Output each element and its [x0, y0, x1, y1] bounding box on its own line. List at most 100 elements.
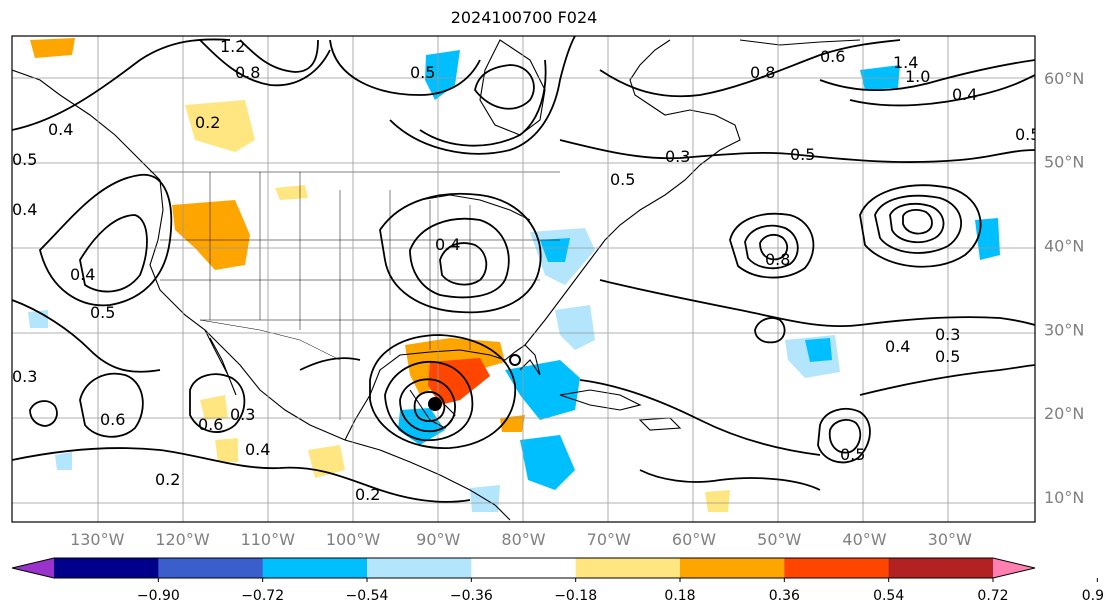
contour-label: 0.4 [435, 235, 460, 254]
contour-label: 0.5 [1015, 125, 1040, 144]
contour-closed [79, 214, 148, 293]
contour-label: 0.3 [665, 147, 690, 166]
longitude-tick-label: 80°W [501, 530, 545, 549]
longitude-tick-label: 100°W [326, 530, 381, 549]
baja-coastline [204, 329, 237, 396]
colorbar-tick-label: −0.54 [346, 588, 389, 604]
contour-line [299, 357, 361, 371]
contour-closed [474, 64, 535, 110]
contour-line [859, 364, 1035, 396]
contour-label: 1.2 [220, 37, 245, 56]
secondary-center-marker [509, 354, 521, 366]
contour-closed [369, 334, 516, 449]
latitude-tick-label: 50°N [1044, 153, 1084, 172]
contour-closed [759, 233, 789, 261]
warm-anomaly-patch [172, 200, 250, 270]
colorbar-tick-label: −0.72 [241, 588, 284, 604]
contour-line [639, 469, 821, 491]
colorbar-tick-label: 0.90 [1082, 588, 1105, 604]
contour-line [12, 38, 231, 131]
contour-closed [817, 408, 871, 464]
contour-closed [409, 217, 510, 299]
colorbar-segment [784, 558, 890, 578]
contour-label: 0.4 [245, 440, 270, 459]
contour-label: 0.2 [195, 113, 220, 132]
colorbar: −0.90 −0.72 −0.54 −0.36 −0.18 0.18 0.36 0.54 0.7… [11, 557, 1105, 604]
contour-label: 0.6 [100, 410, 125, 429]
cool-anomaly-patch [540, 238, 570, 262]
colorbar-tick-label: 0.54 [873, 588, 904, 604]
contour-closed [754, 317, 786, 344]
contour-closed [399, 378, 456, 433]
contour-label: 0.5 [12, 150, 37, 169]
contour-label: 1.0 [905, 67, 930, 86]
contour-closed [29, 400, 58, 427]
longitude-tick-label: 40°W [842, 530, 886, 549]
contour-label: 0.5 [90, 303, 115, 322]
us-mexico-border [199, 319, 341, 361]
contour-closed [189, 373, 246, 433]
contour-line [419, 59, 547, 147]
longitude-tick-label: 50°W [757, 530, 801, 549]
warm-anomaly-patch [185, 100, 255, 152]
contour-closed [859, 184, 982, 268]
canada-coastline [629, 39, 741, 166]
state-borders [150, 171, 560, 420]
warm-anomaly-patch [705, 490, 730, 512]
contour-label: 0.6 [820, 47, 845, 66]
gulf-coastline [344, 344, 541, 441]
contour-label: 0.8 [765, 250, 790, 269]
contour-label: 0.2 [355, 485, 380, 504]
contour-line [559, 139, 1035, 163]
longitude-tick-label: 30°W [928, 530, 972, 549]
contour-label: 0.3 [230, 405, 255, 424]
longitude-axis: 130°W 120°W 110°W 100°W 90°W 80°W 70°W 60°W 50°W… [70, 530, 972, 549]
contour-label: 0.3 [935, 325, 960, 344]
contour-label: 0.5 [935, 347, 960, 366]
contour-line [199, 39, 331, 87]
coastline [149, 179, 511, 521]
colorbar-tick-label: 0.72 [977, 588, 1008, 604]
coastline [12, 69, 161, 181]
contour-line [329, 39, 481, 96]
contour-closed [828, 419, 862, 454]
contour-label: 0.4 [952, 85, 977, 104]
colorbar-segment [888, 558, 994, 578]
contour-label: 0.4 [70, 265, 95, 284]
contour-closed [902, 209, 933, 235]
colorbar-tick-label: −0.36 [450, 588, 493, 604]
cool-anomaly-patch [555, 305, 595, 350]
contour-label: 0.8 [235, 63, 260, 82]
contour-closed [729, 212, 815, 279]
contour-line [579, 379, 821, 456]
latitude-tick-label: 40°N [1044, 236, 1084, 255]
contour-line [849, 74, 1035, 107]
contour-closed [439, 242, 488, 286]
colorbar-segment [367, 558, 472, 578]
contour-label: 0.3 [12, 367, 37, 386]
yucatan-coastline [409, 389, 456, 429]
contour-line [599, 39, 901, 98]
contour-label: 0.5 [790, 145, 815, 164]
hispaniola-outline [638, 417, 682, 431]
latitude-tick-label: 20°N [1044, 404, 1084, 423]
cuba-outline [559, 389, 642, 411]
map-title: 2024100700 F024 [450, 8, 598, 27]
greenland-coast [739, 39, 861, 46]
contour-closed [889, 202, 945, 244]
contour-label: 0.4 [48, 120, 73, 139]
cool-anomaly-patch [505, 360, 580, 420]
longitude-tick-label: 90°W [416, 530, 460, 549]
colorbar-segment [575, 558, 681, 578]
storm-center-marker [428, 397, 442, 411]
contour-line [389, 36, 576, 155]
state-border [160, 172, 560, 420]
contour-label: 1.4 [893, 53, 918, 72]
latitude-tick-label: 10°N [1044, 488, 1084, 507]
colorbar-tick-label: −0.18 [554, 588, 597, 604]
latitude-tick-label: 30°N [1044, 320, 1084, 339]
longitude-tick-label: 110°W [241, 530, 296, 549]
longitude-tick-label: 70°W [587, 530, 631, 549]
contour-closed [744, 224, 799, 270]
contour-closed [39, 174, 173, 307]
